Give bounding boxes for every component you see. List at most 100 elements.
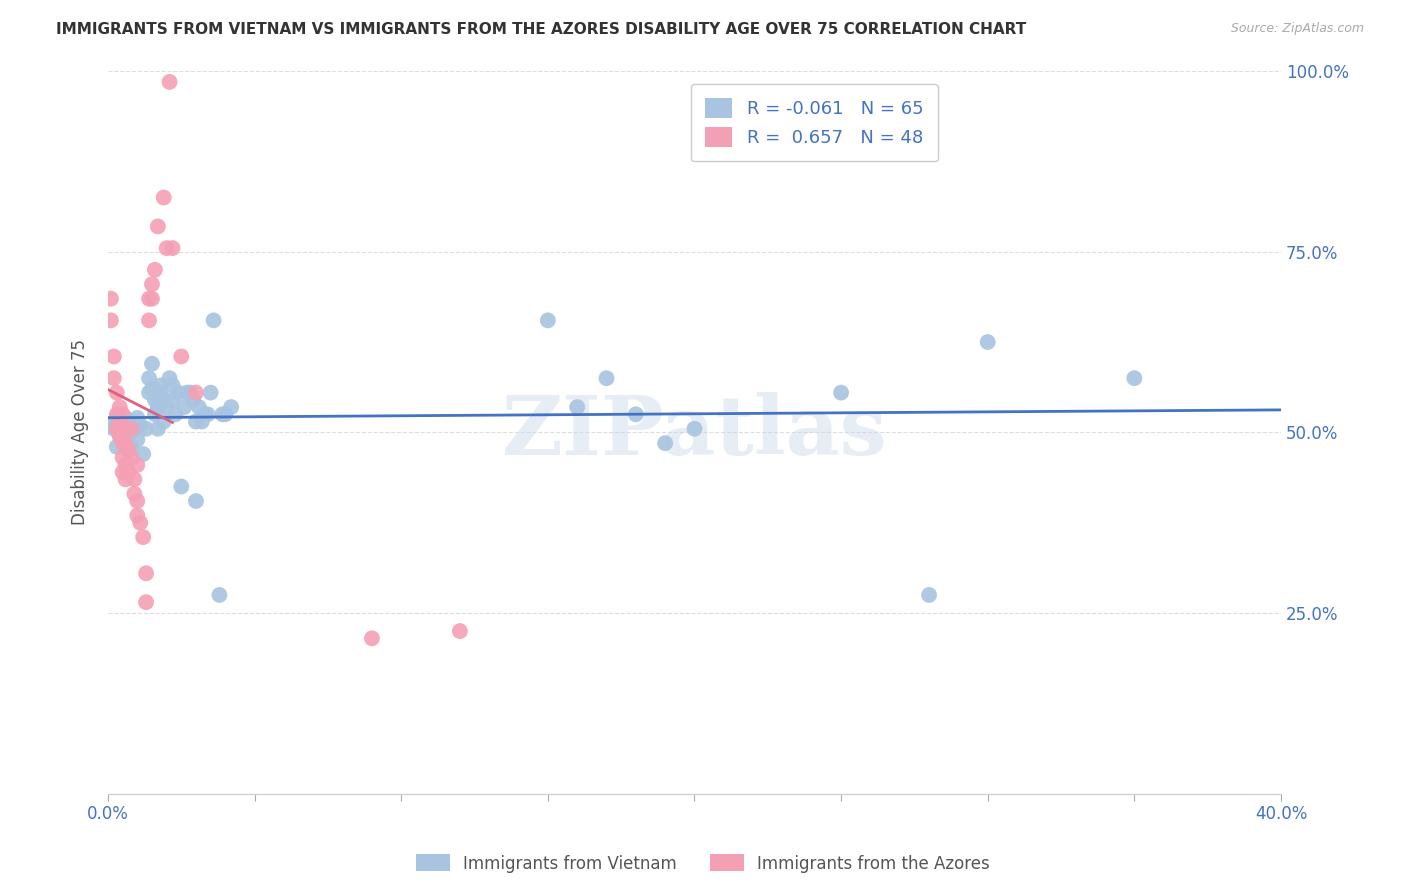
Point: [120, 418, 142, 433]
Point: [176, 385, 198, 400]
Point: [111, 407, 134, 421]
Point: [152, 190, 174, 204]
Point: [100, 418, 122, 433]
Point: [208, 588, 231, 602]
Point: [214, 407, 236, 421]
Point: [108, 415, 131, 429]
Point: [108, 429, 131, 443]
Point: [141, 277, 163, 292]
Point: [200, 385, 222, 400]
Point: [127, 411, 149, 425]
Point: [103, 350, 125, 364]
Point: [683, 422, 706, 436]
Point: [117, 422, 139, 436]
Point: [184, 494, 207, 508]
Point: [105, 422, 128, 436]
Point: [111, 425, 134, 440]
Point: [159, 371, 181, 385]
Point: [211, 407, 233, 421]
Point: [184, 415, 207, 429]
Point: [567, 400, 589, 414]
Point: [1123, 371, 1146, 385]
Point: [108, 422, 131, 436]
Point: [361, 632, 384, 646]
Point: [105, 440, 128, 454]
Point: [135, 595, 157, 609]
Point: [114, 422, 136, 436]
Point: [162, 241, 184, 255]
Point: [124, 472, 146, 486]
Y-axis label: Disability Age Over 75: Disability Age Over 75: [72, 339, 89, 525]
Legend: Immigrants from Vietnam, Immigrants from the Azores: Immigrants from Vietnam, Immigrants from…: [409, 847, 997, 880]
Point: [143, 407, 166, 421]
Point: [132, 530, 155, 544]
Point: [146, 422, 169, 436]
Point: [184, 385, 207, 400]
Point: [149, 385, 172, 400]
Point: [537, 313, 560, 327]
Point: [595, 371, 617, 385]
Point: [132, 447, 155, 461]
Point: [219, 400, 242, 414]
Point: [191, 415, 214, 429]
Point: [100, 313, 122, 327]
Point: [111, 465, 134, 479]
Legend: R = -0.061   N = 65, R =  0.657   N = 48: R = -0.061 N = 65, R = 0.657 N = 48: [690, 84, 938, 161]
Point: [135, 422, 157, 436]
Point: [156, 400, 179, 414]
Point: [167, 385, 190, 400]
Point: [197, 407, 219, 421]
Point: [138, 292, 160, 306]
Point: [138, 385, 160, 400]
Point: [129, 418, 152, 433]
Point: [159, 75, 181, 89]
Point: [117, 465, 139, 479]
Point: [108, 429, 131, 443]
Text: ZIPatlas: ZIPatlas: [502, 392, 887, 473]
Point: [141, 382, 163, 396]
Point: [120, 440, 142, 454]
Point: [143, 262, 166, 277]
Point: [105, 385, 128, 400]
Point: [111, 418, 134, 433]
Point: [170, 479, 193, 493]
Point: [114, 440, 136, 454]
Point: [111, 450, 134, 465]
Point: [108, 422, 131, 436]
Point: [120, 422, 142, 436]
Point: [170, 350, 193, 364]
Point: [179, 385, 201, 400]
Point: [146, 219, 169, 234]
Point: [114, 411, 136, 425]
Point: [124, 487, 146, 501]
Point: [181, 392, 204, 407]
Point: [138, 313, 160, 327]
Point: [162, 378, 184, 392]
Text: Source: ZipAtlas.com: Source: ZipAtlas.com: [1230, 22, 1364, 36]
Point: [127, 433, 149, 447]
Point: [187, 400, 209, 414]
Point: [108, 400, 131, 414]
Point: [162, 392, 184, 407]
Point: [156, 241, 179, 255]
Point: [100, 292, 122, 306]
Point: [117, 429, 139, 443]
Point: [135, 566, 157, 581]
Point: [127, 508, 149, 523]
Text: IMMIGRANTS FROM VIETNAM VS IMMIGRANTS FROM THE AZORES DISABILITY AGE OVER 75 COR: IMMIGRANTS FROM VIETNAM VS IMMIGRANTS FR…: [56, 22, 1026, 37]
Point: [117, 443, 139, 458]
Point: [103, 371, 125, 385]
Point: [830, 385, 852, 400]
Point: [111, 436, 134, 450]
Point: [114, 436, 136, 450]
Point: [152, 392, 174, 407]
Point: [124, 422, 146, 436]
Point: [624, 407, 647, 421]
Point: [977, 334, 1000, 349]
Point: [127, 458, 149, 472]
Point: [165, 407, 187, 421]
Point: [141, 292, 163, 306]
Point: [129, 516, 152, 530]
Point: [114, 472, 136, 486]
Point: [449, 624, 471, 638]
